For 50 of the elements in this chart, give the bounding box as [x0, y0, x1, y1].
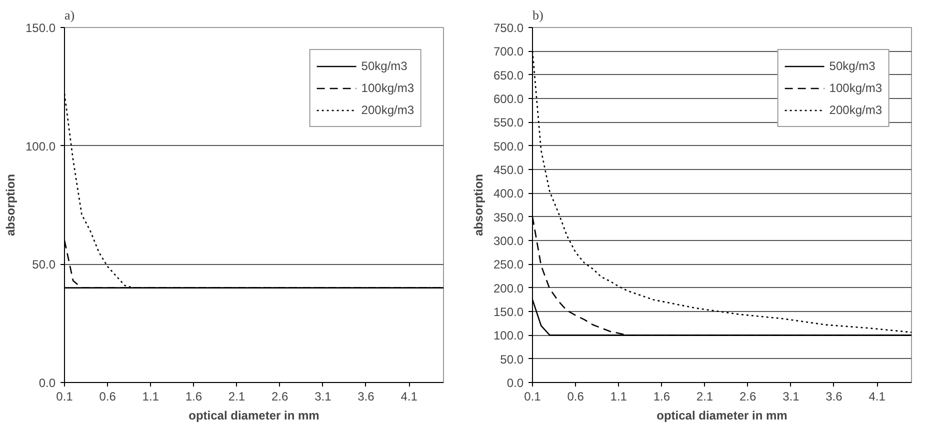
legend-label: 200kg/m3: [361, 103, 414, 117]
y-tick-label: 150.0: [493, 305, 524, 319]
x-tick-label: 2.6: [740, 390, 757, 404]
x-axis-title: optical diameter in mm: [188, 408, 320, 422]
x-tick-label: 0.1: [524, 390, 542, 404]
y-axis-title: absorption: [3, 174, 18, 236]
legend-label: 100kg/m3: [361, 81, 414, 95]
y-tick-label: 400.0: [493, 186, 524, 201]
y-tick-label: 300.0: [493, 234, 524, 248]
y-axis-title: absorption: [471, 174, 486, 236]
legend-label: 100kg/m3: [829, 81, 882, 95]
x-tick-label: 1.6: [653, 390, 670, 404]
x-tick-label: 1.6: [185, 390, 202, 404]
y-tick-label: 100.0: [25, 139, 56, 154]
x-tick-label: 3.1: [314, 390, 332, 404]
x-axis-title: optical diameter in mm: [656, 408, 788, 422]
y-tick-label: 700.0: [493, 44, 524, 59]
x-tick-label: 3.6: [358, 390, 375, 404]
y-tick-label: 450.0: [493, 163, 524, 177]
x-tick-label: 1.1: [142, 390, 160, 404]
x-tick-label: 4.1: [868, 390, 886, 404]
x-tick-label: 0.6: [567, 390, 584, 404]
y-tick-label: 0.0: [38, 376, 56, 390]
y-tick-label: 100.0: [493, 328, 524, 343]
chart-title: a): [64, 8, 75, 22]
x-tick-label: 0.1: [56, 390, 74, 404]
y-tick-label: 600.0: [493, 92, 524, 106]
chart-title: b): [532, 8, 544, 22]
legend-label: 50kg/m3: [829, 59, 876, 73]
y-tick-label: 50.0: [500, 352, 524, 366]
y-tick-label: 50.0: [32, 258, 56, 272]
y-tick-label: 0.0: [506, 376, 524, 390]
legend-label: 50kg/m3: [361, 59, 408, 73]
x-tick-label: 1.1: [610, 390, 628, 404]
y-tick-label: 650.0: [493, 68, 524, 82]
y-tick-label: 550.0: [493, 116, 524, 130]
legend-label: 200kg/m3: [829, 103, 882, 117]
y-tick-label: 150.0: [25, 21, 56, 35]
y-tick-label: 500.0: [493, 139, 524, 154]
y-tick-label: 750.0: [493, 21, 524, 35]
x-tick-label: 2.6: [272, 390, 289, 404]
x-tick-label: 4.1: [400, 390, 418, 404]
x-tick-label: 3.1: [782, 390, 800, 404]
x-tick-label: 0.6: [99, 390, 116, 404]
y-tick-label: 250.0: [493, 258, 524, 272]
x-tick-label: 3.6: [826, 390, 843, 404]
x-tick-label: 2.1: [228, 390, 246, 404]
x-tick-label: 2.1: [696, 390, 714, 404]
y-tick-label: 200.0: [493, 281, 524, 296]
y-tick-label: 350.0: [493, 210, 524, 224]
